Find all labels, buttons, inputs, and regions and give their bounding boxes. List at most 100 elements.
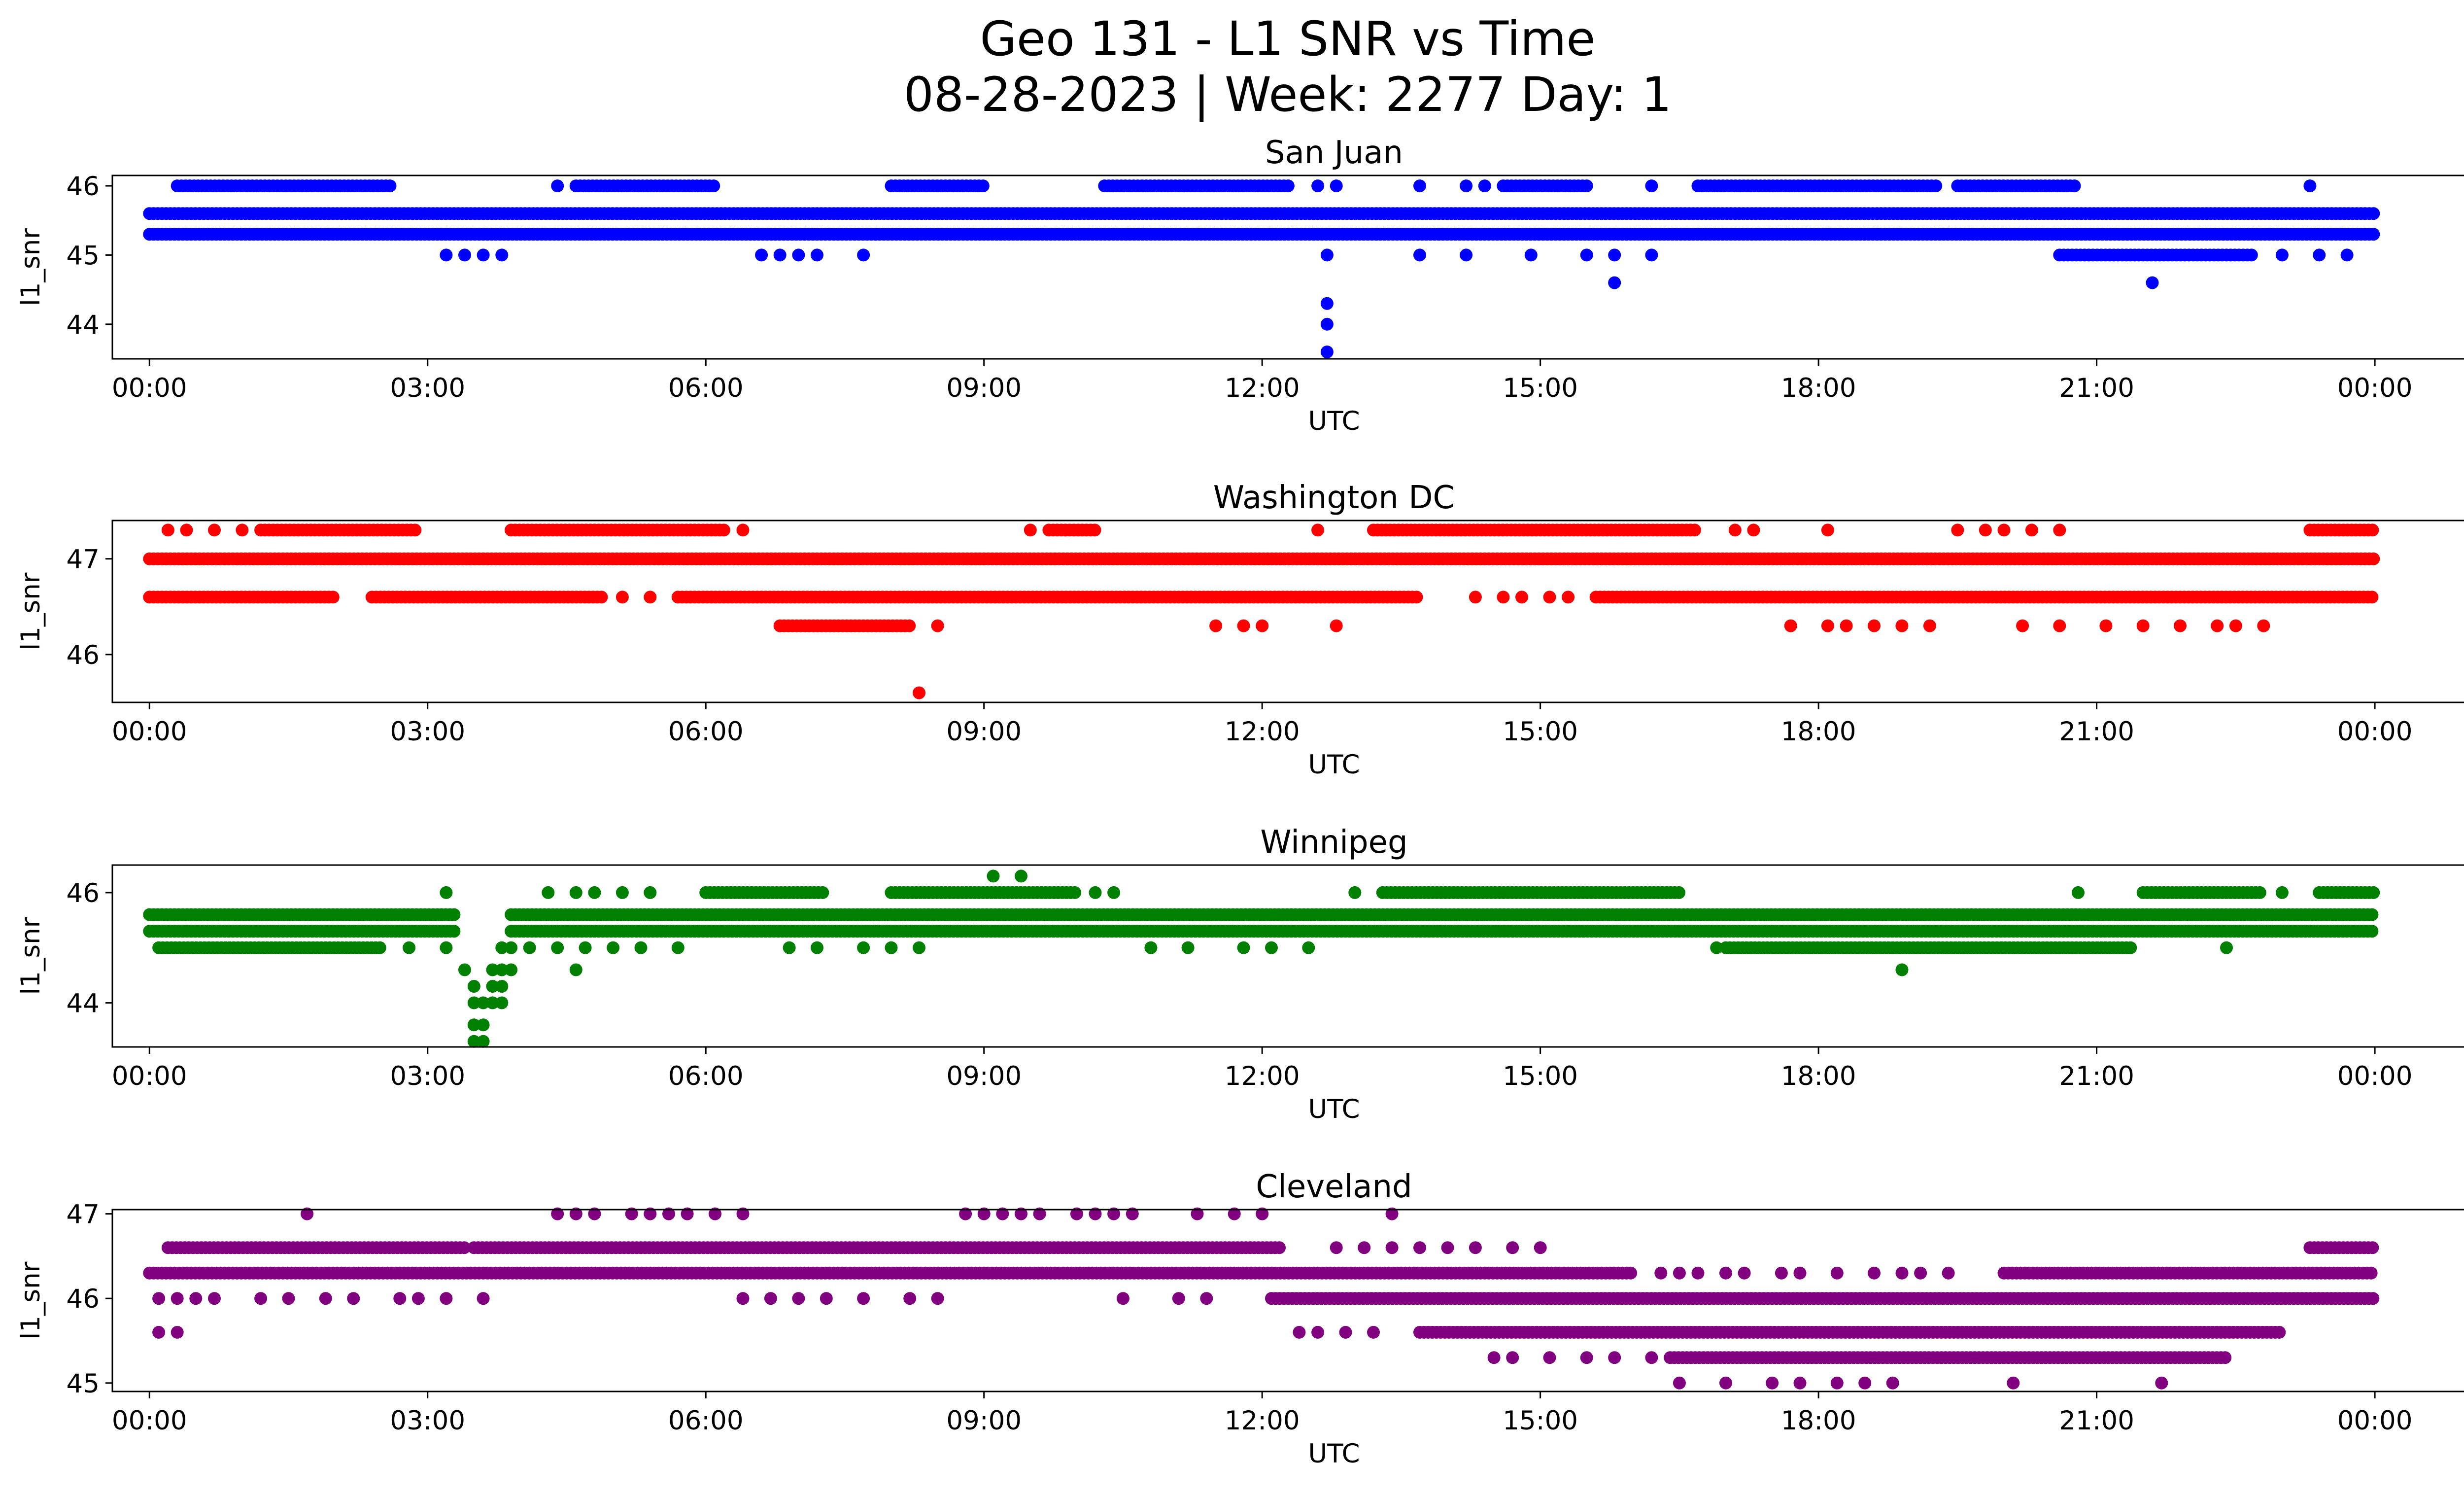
y-tick-label: 46 xyxy=(67,640,100,670)
data-point xyxy=(1868,619,1881,632)
data-point xyxy=(1237,619,1250,632)
data-point xyxy=(1320,317,1334,331)
data-point xyxy=(1673,886,1685,899)
data-point xyxy=(477,248,490,262)
data-point xyxy=(1738,1266,1751,1280)
data-point xyxy=(373,941,386,954)
y-tick-label: 45 xyxy=(67,241,100,271)
y-axis-label: l1_snr xyxy=(16,572,46,650)
data-point xyxy=(1821,523,1834,537)
x-tick-label: 15:00 xyxy=(1503,1061,1578,1091)
data-point xyxy=(1024,523,1037,537)
data-point xyxy=(495,996,509,1009)
data-point xyxy=(811,248,823,262)
data-point xyxy=(579,941,592,954)
series-points xyxy=(143,869,2380,1048)
y-axis-label: l1_snr xyxy=(16,228,46,306)
data-point xyxy=(707,179,720,193)
data-point xyxy=(1895,1266,1909,1280)
data-point xyxy=(2245,248,2258,262)
x-tick-label: 00:00 xyxy=(112,1061,187,1091)
data-point xyxy=(1200,1292,1213,1305)
data-point xyxy=(1645,248,1658,262)
data-point xyxy=(931,1292,944,1305)
data-point xyxy=(319,1292,332,1305)
data-point xyxy=(885,941,898,954)
x-tick-label: 15:00 xyxy=(1503,373,1578,403)
data-point xyxy=(1460,179,1473,193)
data-point xyxy=(477,1018,490,1032)
data-point xyxy=(857,941,870,954)
subplot-title: Winnipeg xyxy=(1260,824,1407,861)
data-point xyxy=(2124,941,2137,954)
x-tick-label: 21:00 xyxy=(2059,373,2134,403)
data-point xyxy=(447,908,461,921)
data-point xyxy=(467,1035,480,1048)
data-point xyxy=(1562,591,1575,604)
data-point xyxy=(254,1292,268,1305)
data-point xyxy=(634,941,648,954)
data-point xyxy=(1209,619,1223,632)
data-point xyxy=(644,591,657,604)
x-tick-label: 21:00 xyxy=(2059,717,2134,747)
data-point xyxy=(2025,523,2038,537)
data-point xyxy=(931,619,944,632)
data-point xyxy=(1460,248,1473,262)
data-point xyxy=(976,179,990,193)
x-tick-label: 06:00 xyxy=(668,717,744,747)
data-point xyxy=(1088,523,1101,537)
data-point xyxy=(477,1035,490,1048)
data-point xyxy=(152,1292,166,1305)
data-point xyxy=(486,980,499,993)
data-point xyxy=(773,248,787,262)
data-point xyxy=(1410,591,1423,604)
data-point xyxy=(477,996,490,1009)
data-point xyxy=(2275,248,2289,262)
x-axis-label: UTC xyxy=(1308,750,1360,780)
data-point xyxy=(644,886,657,899)
data-point xyxy=(616,591,629,604)
data-point xyxy=(2146,276,2159,289)
data-point xyxy=(161,523,174,537)
x-tick-label: 06:00 xyxy=(668,373,744,403)
data-point xyxy=(1330,619,1343,632)
data-point xyxy=(2053,619,2066,632)
data-point xyxy=(1256,619,1269,632)
data-point xyxy=(2253,886,2266,899)
data-point xyxy=(987,869,1000,883)
data-point xyxy=(2072,886,2085,899)
data-point xyxy=(1710,941,1723,954)
x-axis-label: UTC xyxy=(1308,1094,1360,1124)
x-tick-label: 21:00 xyxy=(2059,1061,2134,1091)
data-point xyxy=(2275,886,2289,899)
data-point xyxy=(1311,523,1325,537)
data-point xyxy=(1015,869,1027,883)
data-point xyxy=(1951,523,1964,537)
data-point xyxy=(458,963,471,976)
x-tick-label: 12:00 xyxy=(1225,373,1300,403)
data-point xyxy=(1821,619,1834,632)
data-point xyxy=(495,963,509,976)
data-point xyxy=(1923,619,1936,632)
data-point xyxy=(467,980,480,993)
data-point xyxy=(2366,1292,2380,1305)
axes-frame xyxy=(111,864,2464,1048)
data-point xyxy=(1413,179,1426,193)
data-point xyxy=(542,886,555,899)
data-point xyxy=(736,1292,750,1305)
data-point xyxy=(403,941,416,954)
data-point xyxy=(1524,248,1538,262)
data-point xyxy=(440,886,453,899)
data-point xyxy=(811,941,823,954)
data-point xyxy=(551,179,564,193)
subplot-title: Washington DC xyxy=(1213,480,1455,516)
x-tick-label: 12:00 xyxy=(1225,717,1300,747)
data-point xyxy=(440,941,453,954)
data-point xyxy=(495,248,509,262)
data-point xyxy=(2211,619,2224,632)
data-point xyxy=(1320,297,1334,310)
data-point xyxy=(409,523,422,537)
data-point xyxy=(1830,1266,1844,1280)
data-point xyxy=(2303,179,2317,193)
